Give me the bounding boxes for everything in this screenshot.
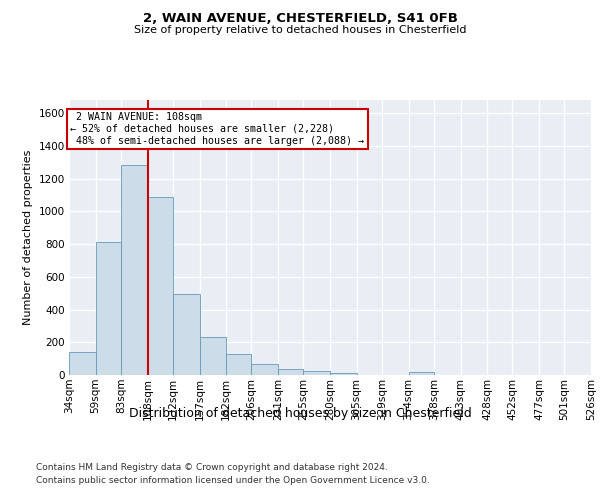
Y-axis label: Number of detached properties: Number of detached properties xyxy=(23,150,33,325)
Text: Contains HM Land Registry data © Crown copyright and database right 2024.: Contains HM Land Registry data © Crown c… xyxy=(36,462,388,471)
Bar xyxy=(121,164,148,375)
Bar xyxy=(278,369,304,375)
Bar xyxy=(330,372,356,375)
Bar xyxy=(148,196,173,375)
Text: 2, WAIN AVENUE, CHESTERFIELD, S41 0FB: 2, WAIN AVENUE, CHESTERFIELD, S41 0FB xyxy=(143,12,457,26)
Bar xyxy=(226,354,251,375)
Bar xyxy=(69,352,95,375)
Text: Contains public sector information licensed under the Open Government Licence v3: Contains public sector information licen… xyxy=(36,476,430,485)
Text: Distribution of detached houses by size in Chesterfield: Distribution of detached houses by size … xyxy=(128,408,472,420)
Bar xyxy=(173,294,200,375)
Bar xyxy=(409,372,434,375)
Bar xyxy=(200,336,226,375)
Text: 2 WAIN AVENUE: 108sqm
← 52% of detached houses are smaller (2,228)
 48% of semi-: 2 WAIN AVENUE: 108sqm ← 52% of detached … xyxy=(70,112,364,146)
Bar xyxy=(251,364,278,375)
Bar xyxy=(95,242,121,375)
Text: Size of property relative to detached houses in Chesterfield: Size of property relative to detached ho… xyxy=(134,25,466,35)
Bar xyxy=(304,370,330,375)
